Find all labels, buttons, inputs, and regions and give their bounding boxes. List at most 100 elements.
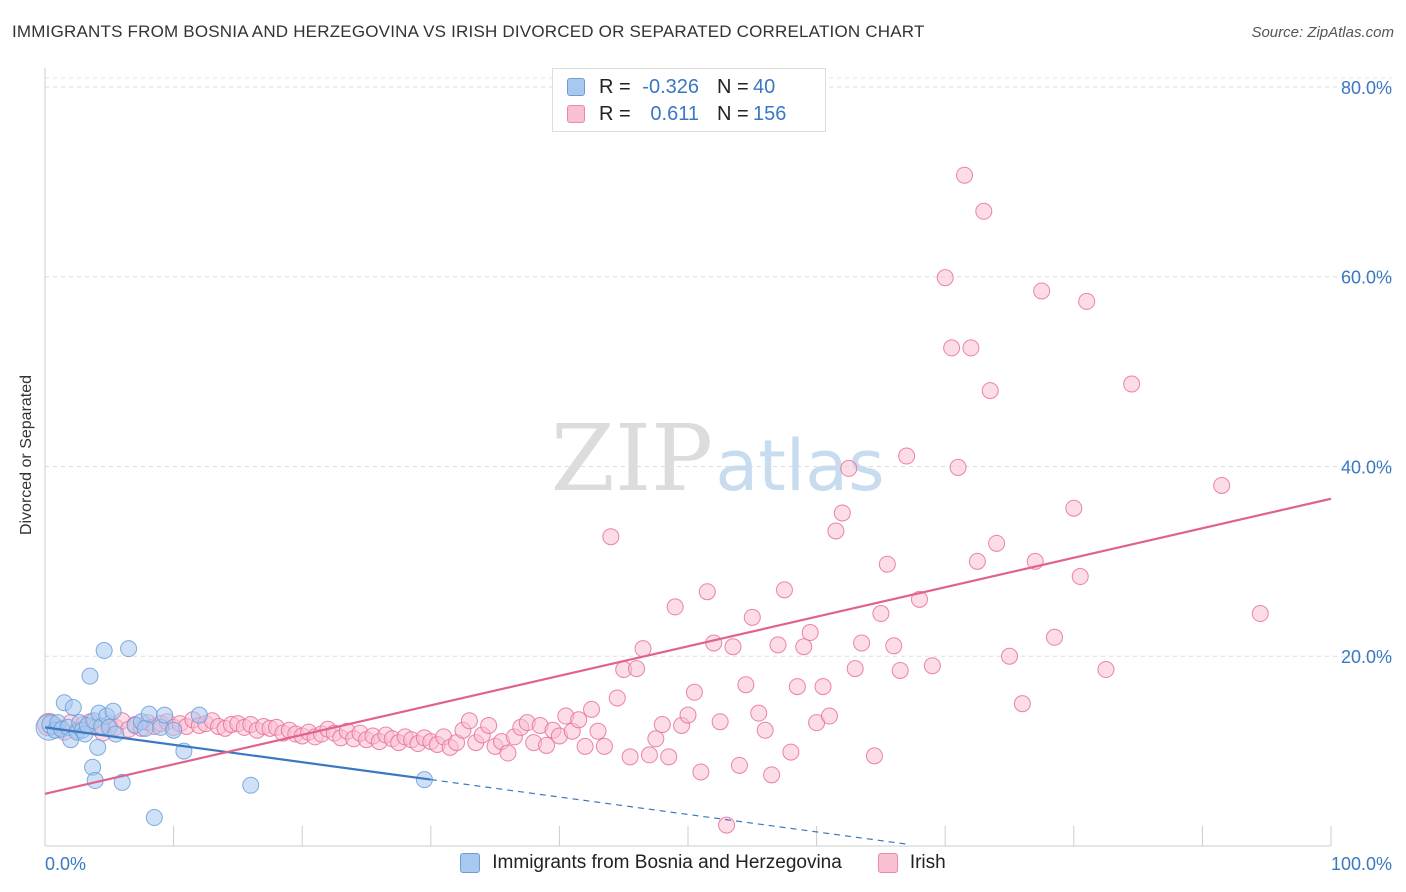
irish-point xyxy=(1065,499,1083,517)
irish-point xyxy=(949,458,967,476)
legend: Immigrants from Bosnia and Herzegovina I… xyxy=(0,852,1406,874)
bosnia-point xyxy=(81,667,99,685)
irish-point xyxy=(865,747,883,765)
irish-point xyxy=(846,660,864,678)
irish-point xyxy=(750,704,768,722)
irish-point xyxy=(666,598,684,616)
stats-row-irish: R = 0.611 N = 156 xyxy=(567,103,786,125)
irish-point xyxy=(968,552,986,570)
irish-point xyxy=(602,528,620,546)
bosnia-point xyxy=(89,738,107,756)
r-value: 0.611 xyxy=(650,102,699,125)
legend-swatch-irish xyxy=(877,853,898,873)
chart-title: IMMIGRANTS FROM BOSNIA AND HERZEGOVINA V… xyxy=(12,22,925,41)
bosnia-point xyxy=(136,719,154,737)
irish-swatch xyxy=(567,105,585,123)
source-label: Source: ZipAtlas.com xyxy=(1251,24,1394,41)
irish-point xyxy=(1251,605,1269,623)
irish-point xyxy=(621,748,639,766)
irish-point xyxy=(814,678,832,696)
irish-point xyxy=(910,590,928,608)
irish-point xyxy=(981,382,999,400)
n-label: N = xyxy=(717,75,749,98)
bosnia-point xyxy=(190,706,208,724)
irish-point xyxy=(891,661,909,679)
irish-point xyxy=(820,707,838,725)
points xyxy=(35,166,1269,834)
irish-point xyxy=(698,583,716,601)
irish-point xyxy=(679,706,697,724)
irish-point xyxy=(872,605,890,623)
irish-point xyxy=(1071,568,1089,586)
r-value: -0.326 xyxy=(642,75,699,98)
irish-point xyxy=(827,522,845,540)
bosnia-point xyxy=(104,702,122,720)
bosnia-point xyxy=(145,809,163,827)
irish-point xyxy=(538,736,556,754)
irish-point xyxy=(570,711,588,729)
bosnia-point xyxy=(156,706,174,724)
irish-point xyxy=(480,717,498,735)
irish-point xyxy=(1213,476,1231,494)
bosnia-point xyxy=(120,640,138,658)
y-tick-label: 60.0% xyxy=(1341,268,1392,288)
irish-point xyxy=(962,339,980,357)
irish-point xyxy=(1033,282,1051,300)
y-tick-label: 20.0% xyxy=(1341,647,1392,667)
irish-point xyxy=(1078,292,1096,310)
irish-point xyxy=(711,713,729,731)
watermark: ZIP atlas xyxy=(551,405,885,512)
irish-point xyxy=(988,534,1006,552)
legend-swatch-bosnia xyxy=(460,853,481,873)
bosnia-trend-line xyxy=(44,726,431,781)
n-label: N = xyxy=(717,102,749,125)
irish-point xyxy=(737,676,755,694)
irish-point xyxy=(840,459,858,477)
irish-point xyxy=(705,634,723,652)
bosnia-trend-extension xyxy=(430,778,907,845)
irish-point xyxy=(763,766,781,784)
irish-point xyxy=(795,638,813,656)
bosnia-swatch xyxy=(567,78,585,96)
irish-point xyxy=(1097,661,1115,679)
x-tick-label-start: 0.0% xyxy=(45,854,86,874)
legend-label-irish: Irish xyxy=(909,852,946,873)
trend-lines xyxy=(44,497,1332,845)
legend-item-bosnia[interactable]: Immigrants from Bosnia and Herzegovina xyxy=(460,852,842,874)
irish-point xyxy=(769,636,787,654)
watermark-atlas: atlas xyxy=(715,425,884,507)
bosnia-point xyxy=(165,721,183,739)
y-tick-label: 40.0% xyxy=(1341,457,1392,477)
tick-labels: 20.0% 40.0% 60.0% 80.0% 0.0% 100.0% xyxy=(45,78,1392,874)
n-value: 156 xyxy=(753,102,787,125)
grid xyxy=(45,77,1392,657)
irish-point xyxy=(782,743,800,761)
irish-point xyxy=(1123,375,1141,393)
irish-point xyxy=(853,634,871,652)
irish-point xyxy=(724,638,742,656)
bosnia-point xyxy=(95,642,113,660)
x-tick-label-end: 100.0% xyxy=(1331,854,1392,874)
bosnia-point xyxy=(140,705,158,723)
irish-point xyxy=(885,637,903,655)
stats-box: R = -0.326 N = 40 R = 0.611 N = 156 xyxy=(552,68,826,132)
irish-point xyxy=(756,721,774,739)
legend-label-bosnia: Immigrants from Bosnia and Herzegovina xyxy=(492,852,842,873)
irish-point xyxy=(975,202,993,220)
legend-item-irish[interactable]: Irish xyxy=(877,852,946,874)
bosnia-point xyxy=(107,725,125,743)
bosnia-point xyxy=(113,773,131,791)
irish-point xyxy=(1001,647,1018,665)
irish-point xyxy=(943,339,961,357)
irish-point xyxy=(460,712,478,730)
irish-trend-line xyxy=(44,497,1332,795)
irish-point xyxy=(595,737,613,755)
bosnia-point xyxy=(64,698,82,716)
irish-point xyxy=(608,689,626,707)
irish-point xyxy=(898,447,916,465)
irish-point xyxy=(955,166,973,184)
irish-point xyxy=(743,608,761,626)
irish-point xyxy=(499,744,517,762)
irish-point xyxy=(692,763,710,781)
